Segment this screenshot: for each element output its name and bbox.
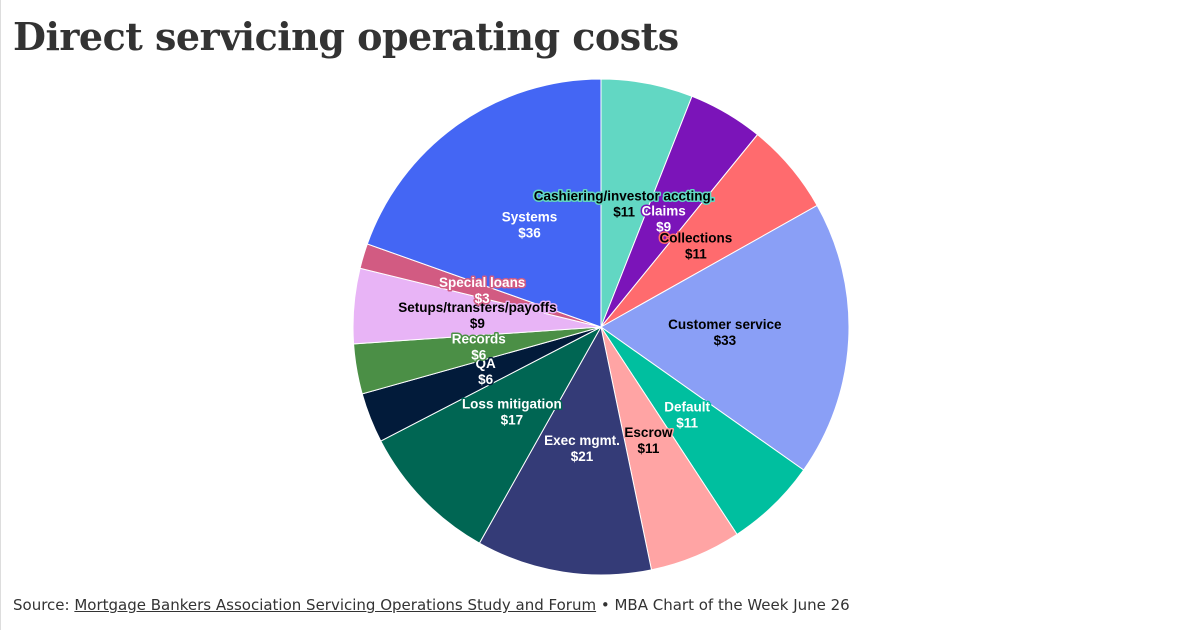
slice-value-label: $9 <box>656 220 671 235</box>
pie-slice <box>380 325 603 544</box>
source-note: • MBA Chart of the Week June 26 <box>600 596 850 614</box>
source-link[interactable]: Mortgage Bankers Association Servicing O… <box>74 596 597 614</box>
source-label: Source: <box>13 596 70 614</box>
slice-label: Escrow <box>624 425 673 440</box>
slice-label: Loss mitigation <box>462 397 562 412</box>
slice-value-label: $6 <box>471 348 487 363</box>
slice-label: Exec mgmt. <box>544 433 620 448</box>
slice-value-label: $21 <box>571 449 594 464</box>
slice-value-label: $9 <box>470 316 485 331</box>
slice-value-label: $36 <box>518 225 541 240</box>
slice-label: Special loans <box>439 275 525 290</box>
slice-label: Setups/transfers/payoffs <box>398 300 556 315</box>
slice-label: QA <box>476 356 497 371</box>
slice-label: Cashiering/investor accting. <box>534 189 715 204</box>
pie-slice <box>366 78 602 328</box>
pie-slice <box>478 325 653 576</box>
slice-label: Records <box>452 332 506 347</box>
slice-value-label: $17 <box>501 413 524 428</box>
chart-title: Direct servicing operating costs <box>13 14 679 59</box>
slice-label: Claims <box>641 204 685 219</box>
slice-value-label: $6 <box>478 372 494 387</box>
slice-value-label: $33 <box>714 333 737 348</box>
slice-value-label: $3 <box>475 291 491 306</box>
pie-slice <box>600 204 850 471</box>
slice-value-label: $11 <box>638 441 660 456</box>
source: Source: Mortgage Bankers Association Ser… <box>13 596 850 614</box>
slice-label: Collections <box>659 231 732 246</box>
slice-label: Customer service <box>668 317 782 332</box>
slice-value-label: $11 <box>685 247 707 262</box>
slice-label: Default <box>664 400 710 415</box>
slice-value-label: $11 <box>676 416 698 431</box>
slice-label: Systems <box>502 209 558 224</box>
slice-value-label: $11 <box>613 205 635 220</box>
